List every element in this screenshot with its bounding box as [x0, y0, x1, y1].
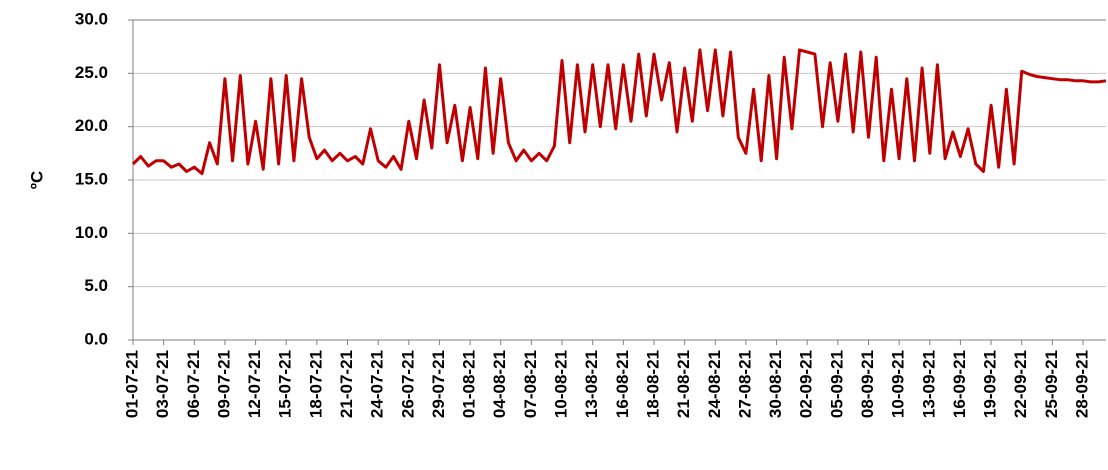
data-line: [131, 48, 1107, 176]
x-tick-label: 26-07-21: [398, 350, 417, 418]
x-tick-label: 21-08-21: [674, 350, 693, 418]
x-tick-label: 15-07-21: [276, 350, 295, 418]
x-tick-label: 24-07-21: [368, 350, 387, 418]
x-tick-label: 28-09-21: [1073, 350, 1092, 418]
x-tick-label: 10-09-21: [889, 350, 908, 418]
x-tick-label: 10-08-21: [552, 350, 571, 418]
x-tick-label: 07-08-21: [521, 350, 540, 418]
x-tick-label: 29-07-21: [429, 350, 448, 418]
y-tick-label: 5.0: [84, 276, 108, 295]
x-tick-label: 01-08-21: [460, 350, 479, 418]
y-tick-label: 20.0: [75, 116, 108, 135]
x-tick-label: 16-09-21: [950, 350, 969, 418]
x-tick-label: 16-08-21: [613, 350, 632, 418]
x-tick-label: 21-07-21: [337, 350, 356, 418]
x-tick-label: 02-09-21: [797, 350, 816, 418]
x-tick-label: 03-07-21: [153, 350, 172, 418]
x-tick-label: 30-08-21: [766, 350, 785, 418]
y-tick-label: 25.0: [75, 63, 108, 82]
y-tick-label: 15.0: [75, 169, 108, 188]
x-tick-label: 06-07-21: [184, 350, 203, 418]
x-tick-label: 09-07-21: [214, 350, 233, 418]
x-tick-label: 04-08-21: [490, 350, 509, 418]
x-tick-label: 12-07-21: [245, 350, 264, 418]
x-tick-label: 05-09-21: [827, 350, 846, 418]
x-tick-label: 25-09-21: [1042, 350, 1061, 418]
x-tick-label: 01-07-21: [122, 350, 141, 418]
x-tick-label: 22-09-21: [1011, 350, 1030, 418]
x-tick-label: 18-08-21: [643, 350, 662, 418]
y-tick-label: 10.0: [75, 223, 108, 242]
x-tick-label: 19-09-21: [981, 350, 1000, 418]
x-tick-label: 27-08-21: [735, 350, 754, 418]
x-tick-label: 13-08-21: [582, 350, 601, 418]
y-tick-label: 30.0: [75, 9, 108, 28]
y-axis-label: ºC: [27, 171, 46, 190]
x-tick-label: 08-09-21: [858, 350, 877, 418]
y-tick-label: 0.0: [84, 329, 108, 348]
x-tick-label: 13-09-21: [919, 350, 938, 418]
x-tick-label: 24-08-21: [705, 350, 724, 418]
x-tick-label: 18-07-21: [306, 350, 325, 418]
